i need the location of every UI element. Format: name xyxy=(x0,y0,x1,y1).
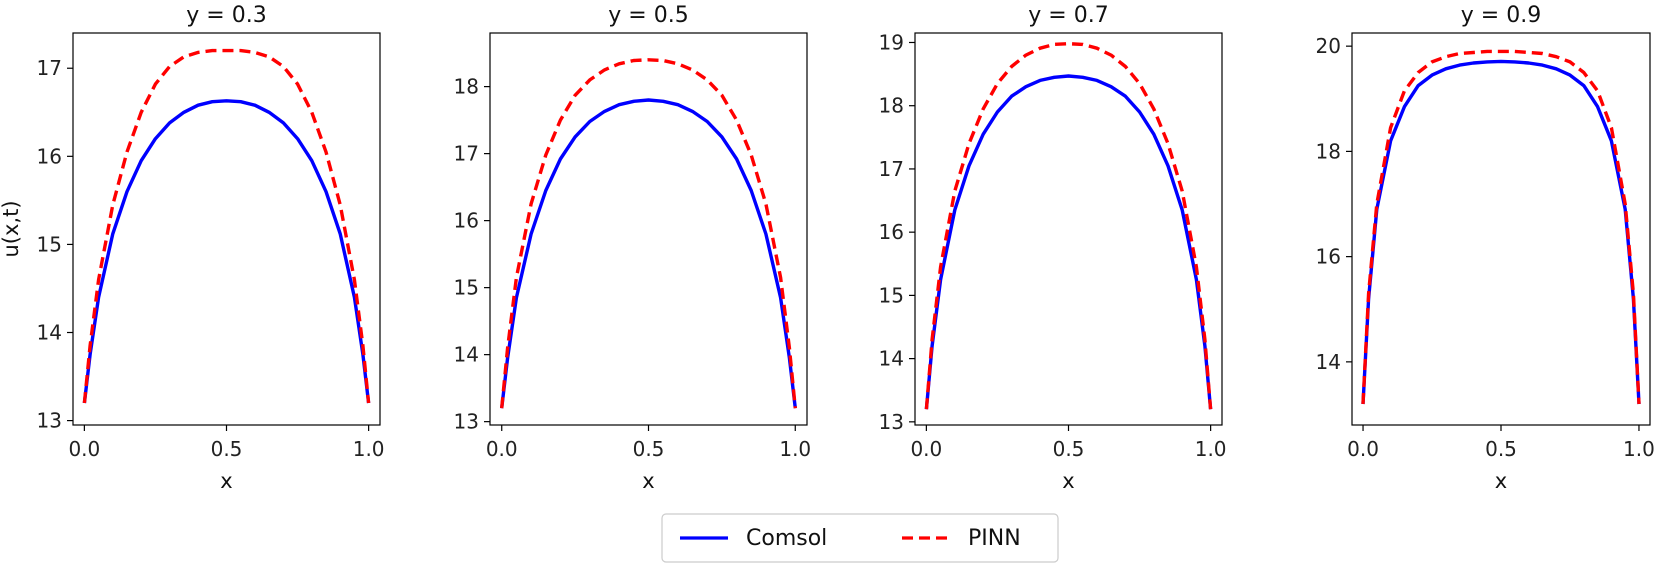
legend-comsol-label: Comsol xyxy=(746,526,827,551)
x-tick-label: 1.0 xyxy=(1195,437,1227,461)
subplot-title: y = 0.9 xyxy=(1461,3,1541,28)
subplot-title: y = 0.3 xyxy=(186,3,266,28)
subplot-title: y = 0.7 xyxy=(1028,3,1108,28)
y-tick-label: 18 xyxy=(1316,139,1341,163)
series-line-pinn xyxy=(500,58,797,409)
y-axis-label: u(x,t) xyxy=(0,200,23,257)
series-line-pinn xyxy=(1361,49,1641,405)
x-tick-label: 0.0 xyxy=(910,437,942,461)
y-tick-label: 17 xyxy=(37,56,62,80)
plot-frame xyxy=(489,32,808,426)
y-tick-label: 17 xyxy=(454,142,479,166)
subplot-1: 0.0 0.5 1.0 13 14 15 16 17 y = 0.3 x u(x,t) xyxy=(0,3,385,493)
x-tick-label: 1.0 xyxy=(779,437,811,461)
y-tick-label: 19 xyxy=(879,30,904,54)
legend: Comsol PINN xyxy=(661,513,1059,563)
y-tick-label: 16 xyxy=(1316,245,1341,269)
subplot-3: 0.0 0.5 1.0 13 14 15 16 17 18 19 y = 0.7 x xyxy=(879,3,1227,493)
y-tick-label: 14 xyxy=(1316,350,1341,374)
y-tick-label: 13 xyxy=(879,410,904,434)
x-tick-label: 0.5 xyxy=(1053,437,1085,461)
series-line-pinn xyxy=(82,48,371,404)
plot-frame xyxy=(914,32,1223,426)
x-tick-label: 0.0 xyxy=(486,437,518,461)
plot-frame xyxy=(72,32,381,426)
series-line-comsol xyxy=(500,98,797,409)
subplot-title: y = 0.5 xyxy=(608,3,688,28)
legend-pinn-label: PINN xyxy=(968,526,1021,551)
x-axis-label: x xyxy=(1495,469,1507,493)
y-tick-label: 14 xyxy=(37,321,62,345)
x-tick-label: 0.0 xyxy=(68,437,100,461)
y-tick-label: 20 xyxy=(1316,34,1341,58)
plot-frame xyxy=(1351,32,1651,426)
y-tick-label: 18 xyxy=(879,94,904,118)
x-tick-label: 1.0 xyxy=(1623,437,1655,461)
y-tick-label: 15 xyxy=(454,276,479,300)
y-tick-label: 13 xyxy=(454,410,479,434)
x-tick-label: 0.5 xyxy=(633,437,665,461)
y-tick-label: 16 xyxy=(37,144,62,168)
x-tick-label: 0.5 xyxy=(1485,437,1517,461)
y-tick-label: 18 xyxy=(454,75,479,99)
x-tick-label: 0.5 xyxy=(211,437,243,461)
x-tick-label: 1.0 xyxy=(353,437,385,461)
x-tick-label: 0.0 xyxy=(1347,437,1379,461)
x-axis-label: x xyxy=(1062,469,1074,493)
subplot-2: 0.0 0.5 1.0 13 14 15 16 17 18 y = 0.5 x xyxy=(454,3,812,493)
x-axis-label: x xyxy=(642,469,654,493)
series-line-pinn xyxy=(924,42,1213,410)
y-tick-label: 14 xyxy=(879,347,904,371)
series-line-comsol xyxy=(1361,59,1641,405)
y-tick-label: 13 xyxy=(37,409,62,433)
y-tick-label: 16 xyxy=(454,209,479,233)
y-tick-label: 14 xyxy=(454,343,479,367)
subplot-panels: 0.0 0.5 1.0 13 14 15 16 17 y = 0.3 x u(x,t) 0.0 0.5 1… xyxy=(0,3,1655,493)
series-line-comsol xyxy=(82,99,371,404)
y-tick-label: 17 xyxy=(879,157,904,181)
y-tick-label: 16 xyxy=(879,220,904,244)
legend-frame xyxy=(661,513,1059,563)
series-line-comsol xyxy=(924,74,1213,410)
y-tick-label: 15 xyxy=(879,283,904,307)
subplot-4: 0.0 0.5 1.0 14 16 18 20 y = 0.9 x xyxy=(1316,3,1655,493)
y-tick-label: 15 xyxy=(37,232,62,256)
x-axis-label: x xyxy=(220,469,232,493)
